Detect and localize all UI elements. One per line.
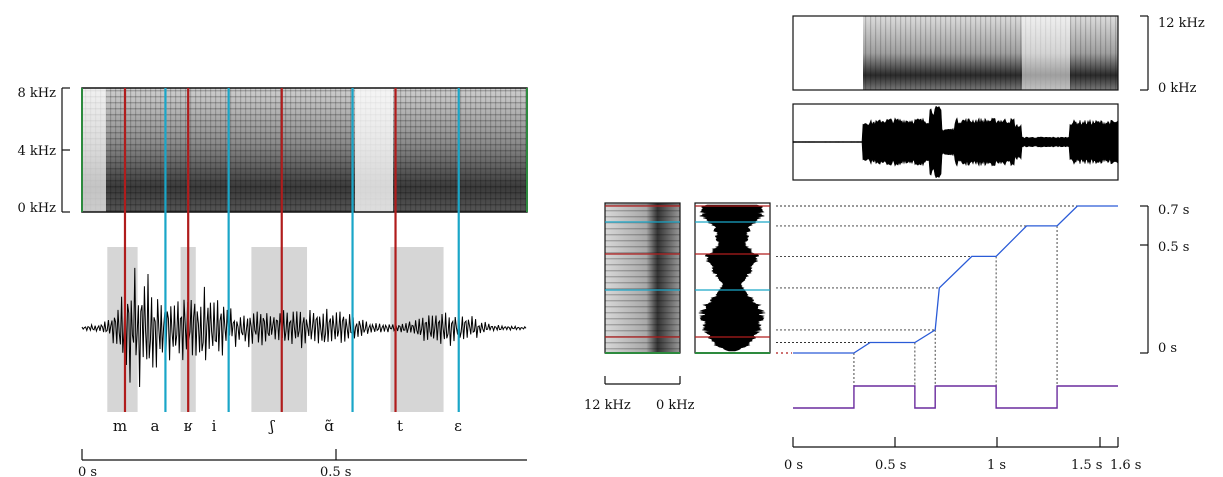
- top-spectrogram-texture: [863, 16, 1118, 90]
- right-time-tick-05: 0.5 s: [875, 458, 906, 473]
- phoneme-m: m: [113, 417, 127, 435]
- left-spectrogram-closure: [355, 88, 393, 212]
- left-time-tick-05: 0.5 s: [320, 465, 351, 477]
- left-segment-markers: [123, 88, 460, 412]
- left-freq-tick-8: 8 kHz: [18, 86, 57, 101]
- left-freq-axis: 8 kHz 4 kHz 0 kHz: [18, 86, 70, 216]
- left-spectrogram: [81, 87, 528, 213]
- top-spectrogram-freq-axis: 12 kHz 0 kHz: [1140, 15, 1205, 96]
- right-time-tick-0: 0 s: [784, 458, 803, 473]
- right-time-tick-16: 1.6 s: [1110, 458, 1141, 473]
- small-spectrogram-texture: [605, 203, 680, 353]
- left-time-tick-0: 0 s: [78, 465, 97, 477]
- top-waveform: [792, 105, 1119, 179]
- phoneme-a: a: [151, 417, 160, 435]
- left-time-axis: 0 s 0.5 s: [78, 449, 527, 477]
- top-spectrogram: [792, 15, 1119, 91]
- time-warp-curve: [793, 205, 1118, 354]
- phoneme-t: t: [397, 417, 403, 435]
- small-spectrogram: [604, 202, 681, 354]
- warp-tick-05: 0.5 s: [1158, 240, 1189, 255]
- mapping-dotted-lines: [776, 205, 1078, 386]
- phoneme-e: ɛ: [454, 417, 462, 435]
- small-freq-tick-0: 0 kHz: [656, 398, 695, 413]
- left-panel: 8 kHz 4 kHz 0 kHz m a ʁ i ʃ ɑ̃ t ɛ 0 s 0…: [18, 86, 528, 477]
- small-waveform-box: [694, 202, 771, 354]
- small-panel-markers: [605, 205, 770, 338]
- right-panel: 12 kHz 0 kHz 12 kHz 0 kHz: [584, 15, 1205, 473]
- phoneme-an: ɑ̃: [324, 417, 334, 435]
- warp-tick-07: 0.7 s: [1158, 203, 1189, 218]
- top-spectrogram-frame: [792, 15, 1119, 91]
- right-time-tick-1: 1 s: [987, 458, 1006, 473]
- left-freq-tick-4: 4 kHz: [18, 144, 57, 159]
- small-freq-axis: 12 kHz 0 kHz: [584, 376, 695, 413]
- left-spectrogram-formants: [82, 88, 527, 212]
- phoneme-sh: ʃ: [268, 417, 275, 435]
- right-time-tick-15: 1.5 s: [1071, 458, 1102, 473]
- small-freq-tick-12: 12 kHz: [584, 398, 631, 413]
- left-freq-tick-0: 0 kHz: [18, 201, 57, 216]
- warp-tick-0: 0 s: [1158, 341, 1177, 356]
- phoneme-r: ʁ: [184, 417, 193, 435]
- top-spec-tick-0: 0 kHz: [1158, 81, 1197, 96]
- left-spectrogram-onset: [82, 88, 106, 212]
- warp-axis: 0.7 s 0.5 s 0 s: [1140, 203, 1189, 356]
- phoneme-i: i: [212, 417, 217, 435]
- top-spectrogram-gap: [1022, 16, 1070, 90]
- right-time-axis: 0 s 0.5 s 1 s 1.5 s 1.6 s: [784, 437, 1141, 473]
- top-waveform-box: [792, 103, 1119, 181]
- phoneme-labels: m a ʁ i ʃ ɑ̃ t ɛ: [113, 417, 462, 435]
- left-waveform: [81, 267, 527, 388]
- gate-signal: [793, 385, 1118, 409]
- top-spec-tick-12: 12 kHz: [1158, 16, 1205, 31]
